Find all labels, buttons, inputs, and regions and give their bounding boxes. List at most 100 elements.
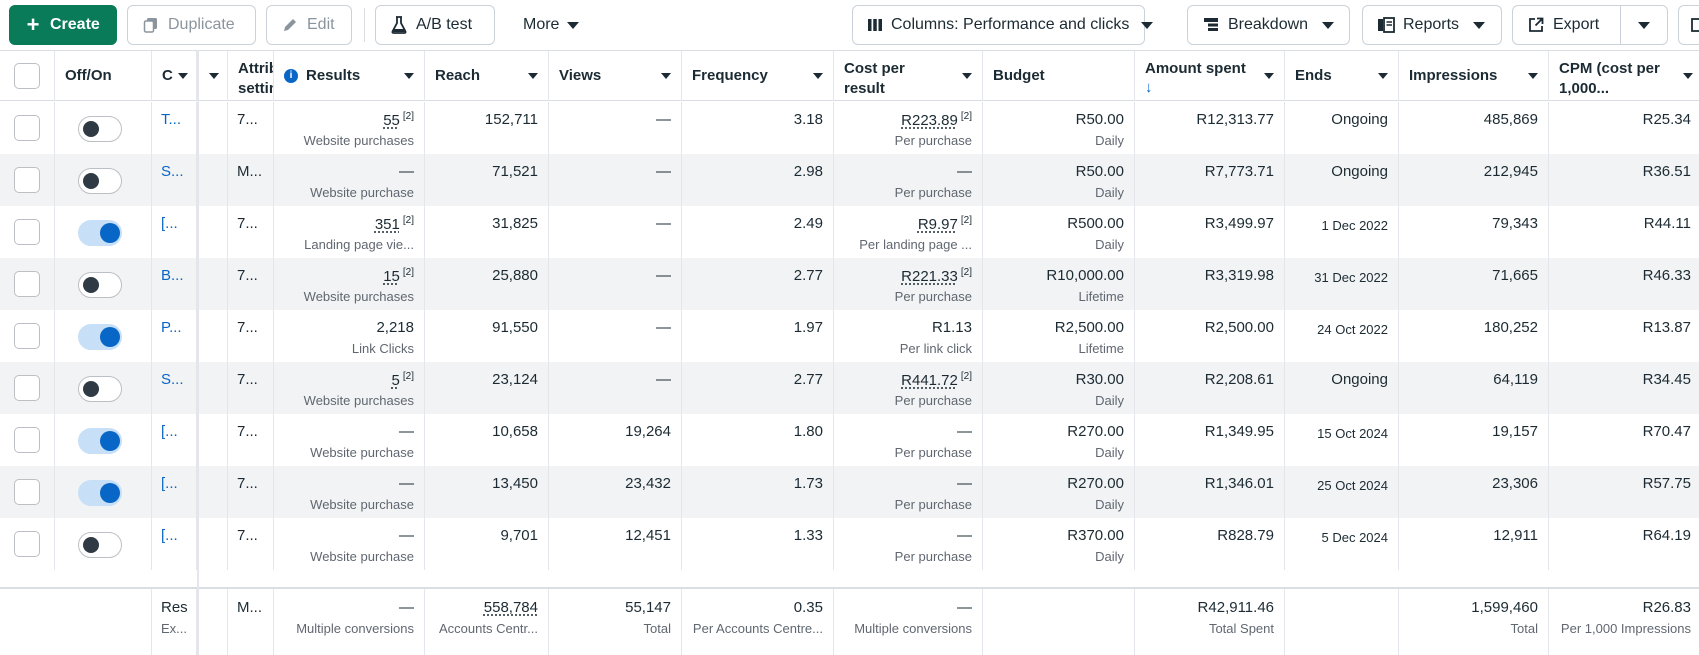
ad-name-link[interactable]: S... [161,371,184,388]
row-cpm-cell: R64.19 [1549,518,1699,570]
footer-results: — [399,599,414,616]
row-checkbox[interactable] [14,167,40,193]
header-name[interactable]: C [152,51,197,101]
ad-name-link[interactable]: P... [161,319,182,336]
row-frequency-cell: 1.33 [682,518,834,570]
views-value: — [656,163,671,180]
header-impressions[interactable]: Impressions [1399,51,1549,101]
export-button[interactable]: Export [1512,5,1621,45]
export-dropdown-button[interactable] [1620,5,1668,45]
row-checkbox[interactable] [14,375,40,401]
on-off-toggle[interactable] [78,324,122,350]
cpr-type: Per purchase [894,289,972,304]
table-row[interactable]: [... 7... — Website purchase 9,701 12,45… [0,518,1699,570]
ad-name-link[interactable]: [... [161,215,178,232]
ad-name-link[interactable]: [... [161,527,178,544]
row-checkbox[interactable] [14,219,40,245]
budget-type: Daily [1095,185,1124,200]
row-impressions-cell: 12,911 [1399,518,1549,570]
ad-name-link[interactable]: B... [161,267,184,284]
select-all-checkbox[interactable] [14,63,40,89]
header-budget[interactable]: Budget [983,51,1135,101]
columns-button[interactable]: Columns: Performance and clicks [852,5,1154,45]
cpm-value: R70.47 [1642,423,1691,440]
results-value-wrap: — [399,475,414,492]
row-attr-cell: M... [228,154,274,206]
row-select-cell [0,414,55,466]
on-off-toggle[interactable] [78,428,122,454]
on-off-toggle[interactable] [78,220,122,246]
edit-button[interactable]: Edit [266,5,352,45]
header-cost-per-result[interactable]: Cost per result [834,51,983,101]
row-frequency-cell: 1.97 [682,310,834,362]
row-impressions-cell: 64,119 [1399,362,1549,414]
header-frequency[interactable]: Frequency [682,51,834,101]
on-off-toggle[interactable] [78,116,122,142]
ad-name-link[interactable]: S... [161,163,184,180]
cpr-value: R9.97 [917,216,958,233]
create-button[interactable]: + Create [9,5,117,45]
ads-table: Off/On C Attribution setting i Results R… [0,50,1699,655]
on-off-toggle[interactable] [78,376,122,402]
row-cpm-cell: R46.33 [1549,258,1699,310]
reports-button[interactable]: Reports [1362,5,1502,45]
table-row[interactable]: T... 7... 55 [2] Website purchases 152,71… [0,102,1699,154]
row-cpr-cell: R9.97 [2] Per landing page ... [834,206,983,258]
table-row[interactable]: P... 7... 2,218 Link Clicks 91,550 — 1.9… [0,310,1699,362]
row-ends-cell: 31 Dec 2022 [1285,258,1399,310]
budget-type: Daily [1095,445,1124,460]
table-row[interactable]: [... 7... — Website purchase 13,450 23,4… [0,466,1699,518]
ad-name-link[interactable]: [... [161,475,178,492]
header-reach[interactable]: Reach [425,51,549,101]
row-checkbox[interactable] [14,531,40,557]
budget-value: R2,500.00 [1054,319,1124,336]
on-off-toggle[interactable] [78,480,122,506]
results-type: Website purchases [303,289,414,304]
header-amount-spent[interactable]: Amount spent ↓ [1135,51,1285,101]
footer-impr: 1,599,460 [1471,599,1538,616]
export-label: Export [1553,16,1600,33]
more-button[interactable]: More [508,5,594,45]
on-off-toggle[interactable] [78,532,122,558]
header-views[interactable]: Views [549,51,682,101]
table-row[interactable]: [... 7... 351 [2] Landing page vie... 31,… [0,206,1699,258]
row-checkbox[interactable] [14,479,40,505]
chevron-down-icon [1322,21,1335,29]
ad-name-link[interactable]: [... [161,423,178,440]
amount-spent-value: R3,499.97 [1204,215,1274,232]
row-checkbox[interactable] [14,323,40,349]
on-off-toggle[interactable] [78,168,122,194]
table-row[interactable]: S... M... — Website purchase 71,521 — 2.… [0,154,1699,206]
row-spent-cell: R1,346.01 [1135,466,1285,518]
overflow-button[interactable] [1678,5,1699,45]
frequency-value: 2.49 [793,215,823,232]
budget-value: R50.00 [1075,163,1124,180]
header-extra[interactable] [199,51,228,101]
header-cpm[interactable]: CPM (cost per 1,000... [1549,51,1699,101]
row-frequency-cell: 2.49 [682,206,834,258]
breakdown-button[interactable]: Breakdown [1187,5,1350,45]
row-checkbox[interactable] [14,271,40,297]
row-name-cell: S... [152,362,197,414]
duplicate-button[interactable]: Duplicate [127,5,256,45]
cpr-type: Per purchase [894,549,972,564]
row-extra-cell [199,466,228,518]
row-checkbox[interactable] [14,115,40,141]
header-ends[interactable]: Ends [1285,51,1399,101]
header-attribution[interactable]: Attribution setting [228,51,274,101]
info-icon[interactable]: i [284,69,298,83]
footer-spent-sub: Total Spent [1208,621,1274,636]
row-views-cell: — [549,206,682,258]
table-row[interactable]: S... 7... 5 [2] Website purchases 23,124 … [0,362,1699,414]
on-off-toggle[interactable] [78,272,122,298]
table-row[interactable]: [... 7... — Website purchase 10,658 19,2… [0,414,1699,466]
header-off-on[interactable]: Off/On [55,51,152,101]
pencil-icon [281,16,299,34]
table-row[interactable]: B... 7... 15 [2] Website purchases 25,880… [0,258,1699,310]
row-checkbox[interactable] [14,427,40,453]
cpr-type: Per link click [899,341,972,356]
ad-name-link[interactable]: T... [161,111,182,128]
ab-test-button[interactable]: A/B test [375,5,495,45]
header-results[interactable]: i Results [274,51,425,101]
row-views-cell: 19,264 [549,414,682,466]
